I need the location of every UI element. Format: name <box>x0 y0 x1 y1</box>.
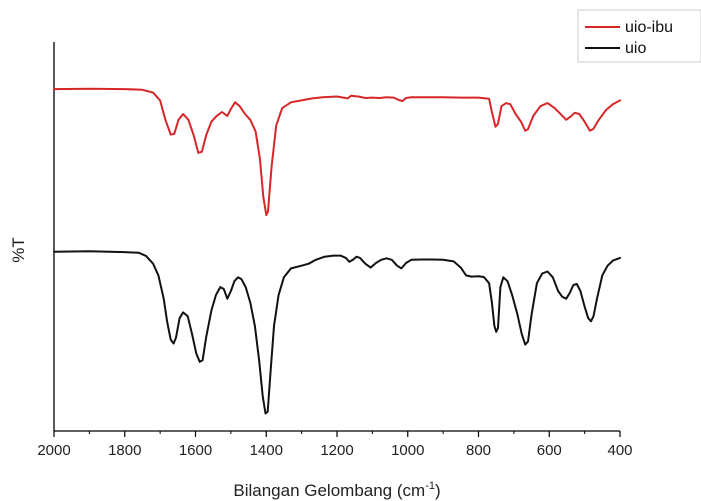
x-tick-label: 1200 <box>320 442 353 459</box>
y-axis-label: %T <box>9 237 28 263</box>
x-ticks: 2000 1800 1600 1400 1200 1000 800 600 400 <box>37 431 633 459</box>
x-tick-label: 1400 <box>250 442 283 459</box>
x-tick-label: 1000 <box>391 442 424 459</box>
x-axis-label-main: Bilangan Gelombang (cm <box>233 481 425 500</box>
x-axis-label: Bilangan Gelombang (cm-1) <box>233 480 440 500</box>
series-line-uio-ibu <box>53 87 621 217</box>
x-axis-label-close: ) <box>435 481 441 500</box>
legend-box <box>577 9 701 63</box>
x-tick-label: 1800 <box>108 442 141 459</box>
x-tick-label: 400 <box>607 442 632 459</box>
legend-label-uio-ibu: uio-ibu <box>625 19 673 36</box>
axes <box>53 42 620 432</box>
x-tick-label: 800 <box>466 442 491 459</box>
x-tick-label: 2000 <box>37 442 70 459</box>
x-tick-label: 1600 <box>179 442 212 459</box>
legend-label-uio: uio <box>625 40 646 57</box>
legend: uio-ibu uio <box>577 9 701 63</box>
series-line-uio <box>53 250 621 415</box>
x-tick-label: 600 <box>537 442 562 459</box>
series-layer <box>53 87 621 415</box>
x-axis-label-unit-exponent: -1 <box>425 480 435 492</box>
